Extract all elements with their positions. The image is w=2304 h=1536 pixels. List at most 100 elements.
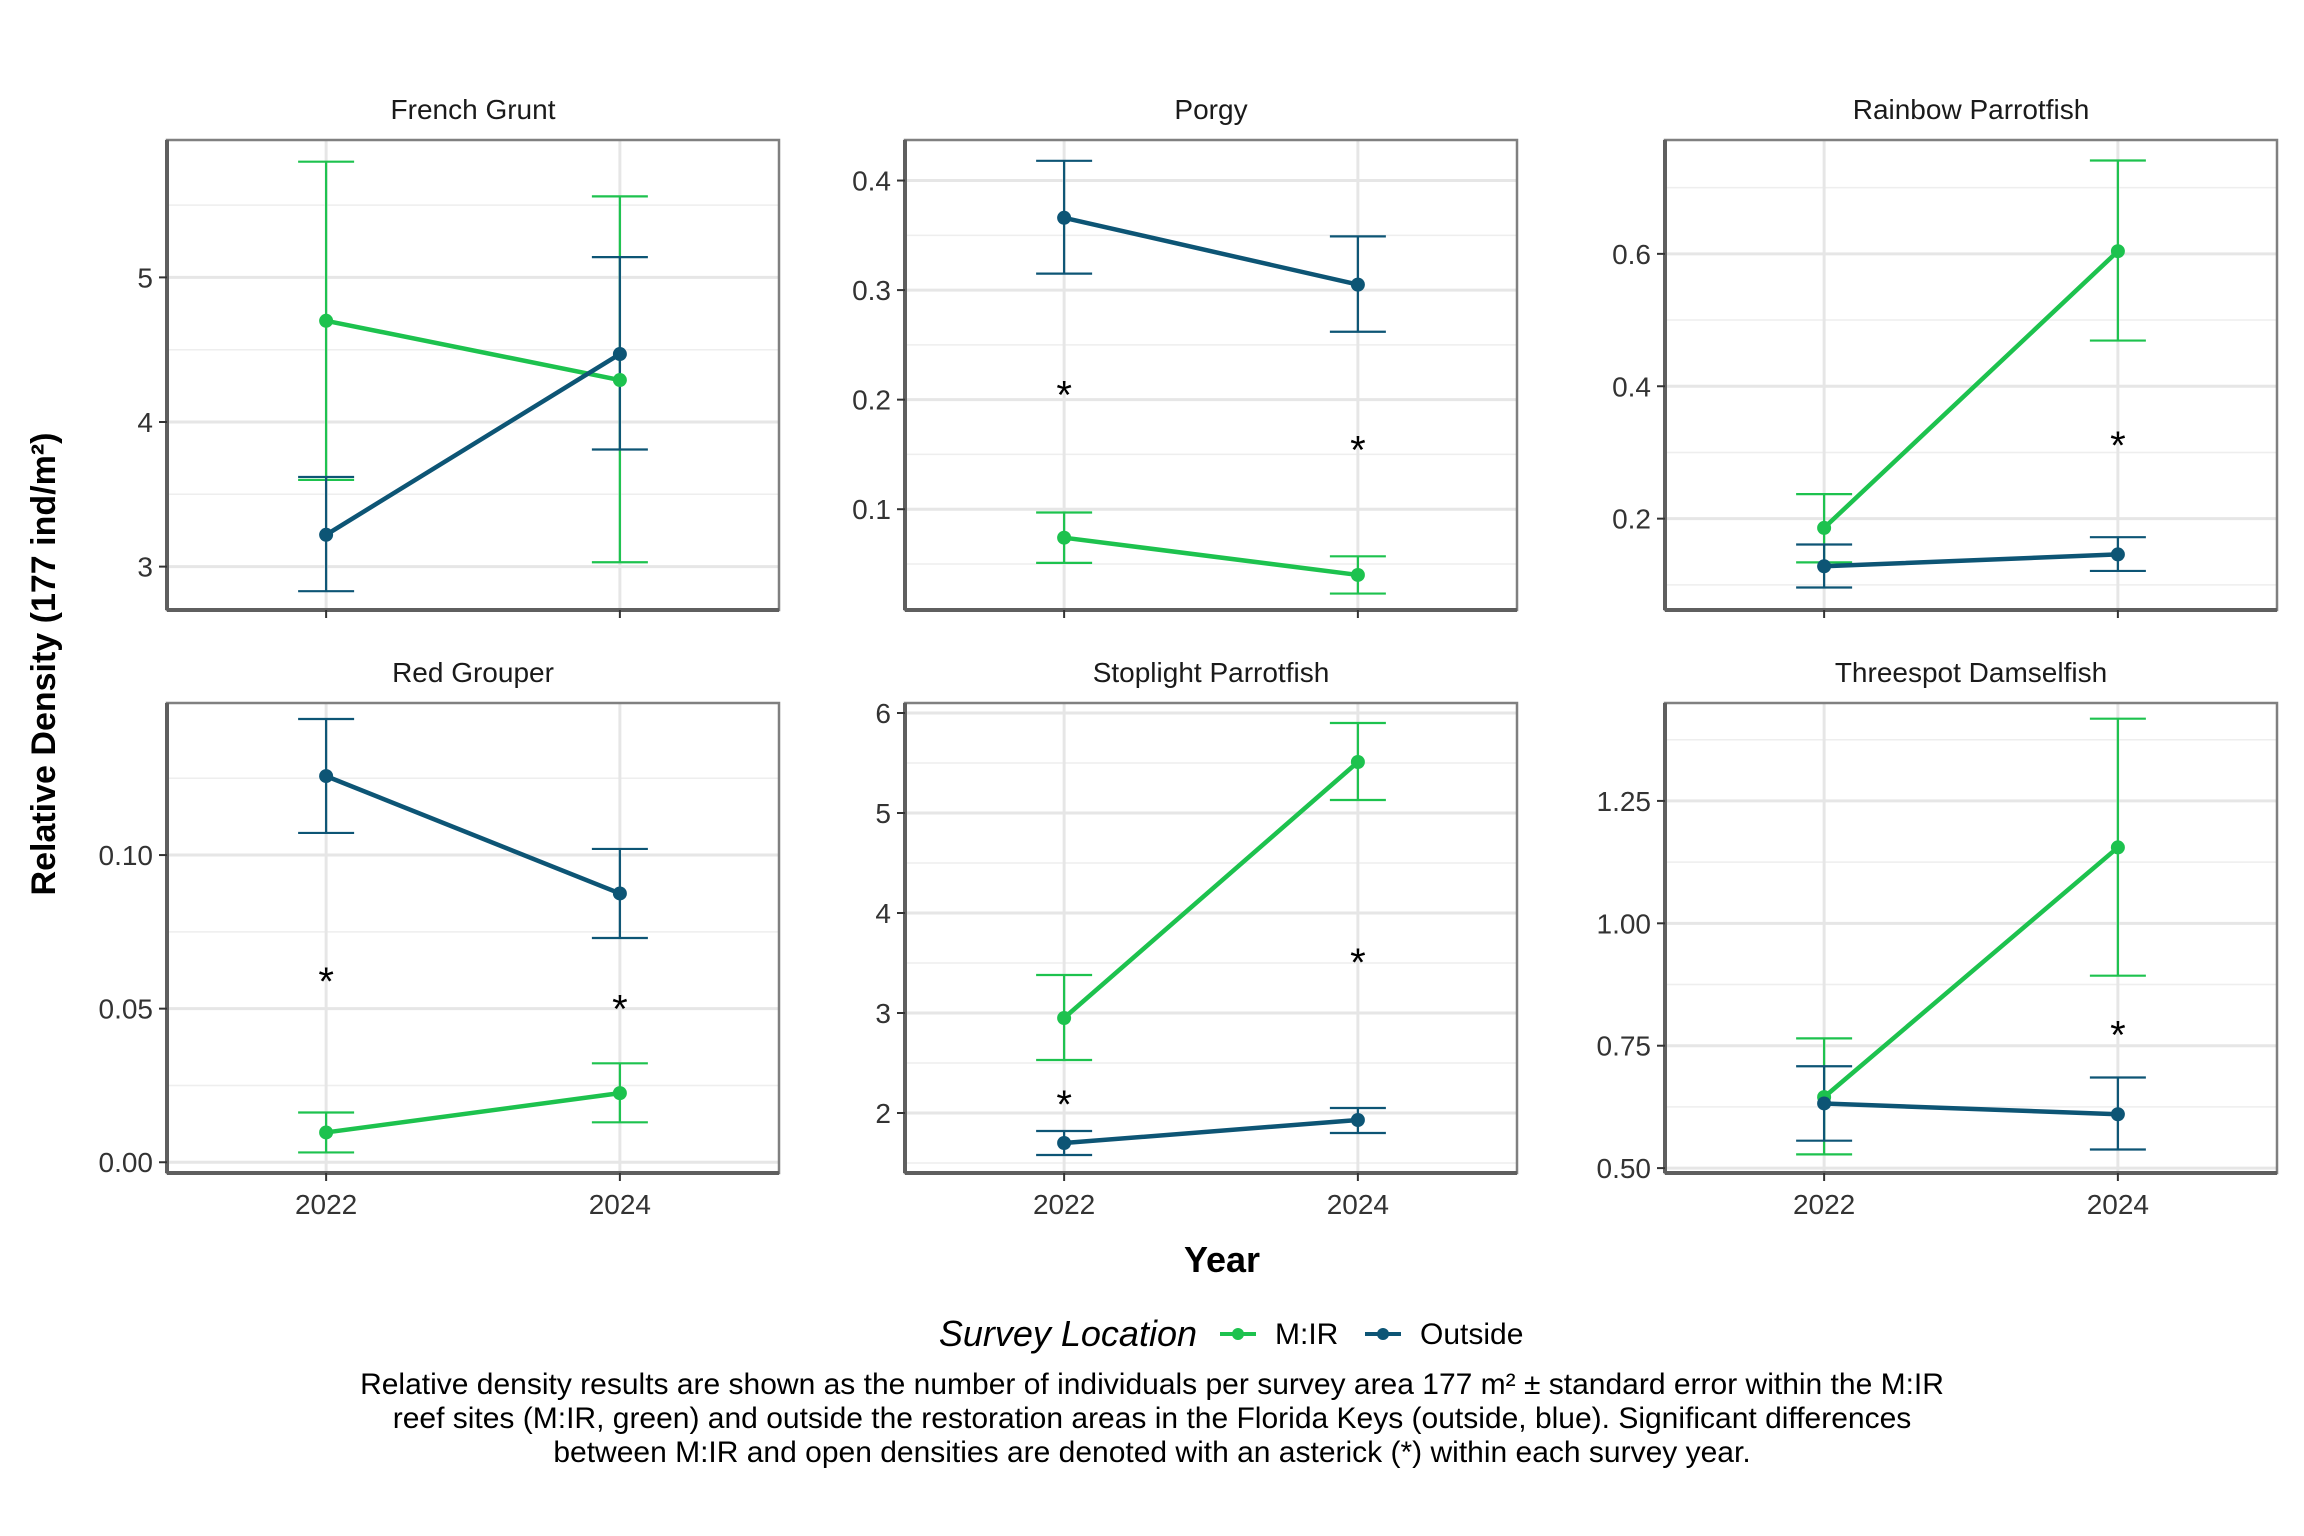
data-point-mir	[1350, 755, 1365, 769]
x-tick-label: 2022	[1033, 1189, 1095, 1220]
x-tick-label: 2024	[589, 1189, 651, 1220]
y-tick-label: 2	[875, 1098, 891, 1129]
panel-threespot-damselfish: Threespot Damselfish 0.50 0.75 1.00 1.25 2022…	[1597, 657, 2279, 1220]
y-tick-label: 0.2	[852, 385, 891, 416]
y-tick-label: 5	[137, 262, 153, 293]
panel-title: French Grunt	[391, 94, 556, 125]
series-line-outside	[1061, 215, 1361, 287]
series-line-mir	[1061, 759, 1361, 1021]
legend-key-point-outside	[1377, 1328, 1389, 1340]
series-line-outside	[323, 351, 623, 538]
x-tick-label: 2024	[1327, 1189, 1389, 1220]
data-point-mir	[2110, 840, 2125, 855]
data-point-outside	[2110, 547, 2125, 562]
data-point-outside	[2110, 1107, 2125, 1122]
gridlines	[1665, 140, 2277, 610]
series-line-mir	[1821, 248, 2121, 531]
data-point-mir	[612, 1086, 627, 1101]
data-point-mir	[2110, 244, 2125, 259]
gridlines	[167, 140, 779, 610]
y-tick-label: 3	[875, 998, 891, 1029]
significance-asterisk: *	[1350, 941, 1366, 985]
panel-border	[165, 138, 781, 612]
panel-border	[165, 701, 781, 1175]
x-axis-title: Year	[1184, 1239, 1260, 1280]
data-point-outside	[1057, 210, 1072, 225]
y-tick-label: 4	[875, 898, 891, 929]
panel-french-grunt: French Grunt 3 4 5	[137, 94, 781, 618]
panel-stoplight-parrotfish: Stoplight Parrotfish 2 3 4 5 6 2022 2024 * *	[875, 657, 1519, 1220]
significance-asterisk: *	[318, 960, 334, 1004]
series-line-mir	[1061, 535, 1361, 578]
y-tick-label: 0.1	[852, 494, 891, 525]
panel-title: Threespot Damselfish	[1835, 657, 2107, 688]
y-tick-label: 4	[137, 407, 153, 438]
data-point-outside	[1057, 1136, 1072, 1150]
data-point-mir	[319, 1125, 334, 1140]
data-point-outside	[1350, 277, 1365, 292]
panel-porgy: Porgy 0.1 0.2 0.3 0.4 * *	[852, 94, 1519, 618]
y-tick-label: 1.00	[1597, 908, 1652, 939]
legend-key-point-mir	[1232, 1328, 1244, 1340]
gridlines	[1665, 703, 2277, 1173]
legend-label-mir: M:IR	[1275, 1318, 1338, 1351]
data-point-outside	[319, 527, 334, 542]
y-tick-label: 0.4	[852, 166, 891, 197]
panel-border	[1663, 138, 2279, 612]
panel-border	[903, 701, 1519, 1175]
legend: Survey Location M:IR Outside	[939, 1313, 1524, 1354]
gridlines	[905, 703, 1517, 1173]
gridlines	[167, 703, 779, 1173]
series-line-mir	[323, 318, 623, 383]
data-point-mir	[1057, 530, 1072, 545]
significance-asterisk: *	[2110, 1014, 2126, 1058]
y-tick-label: 0.6	[1612, 239, 1651, 270]
y-tick-label: 0.2	[1612, 504, 1651, 535]
significance-asterisk: *	[1056, 374, 1072, 418]
x-tick-label: 2024	[2087, 1189, 2149, 1220]
panel-grid: French Grunt345Porgy0.10.20.30.4**Rainbo…	[99, 94, 2279, 1220]
data-point-outside	[1817, 559, 1832, 574]
panel-border	[1663, 701, 2279, 1175]
panel-title: Red Grouper	[392, 657, 554, 688]
y-tick-label: 0.00	[99, 1147, 154, 1178]
significance-asterisk: *	[1056, 1083, 1072, 1127]
data-point-outside	[612, 886, 627, 901]
y-axis-title: Relative Density (177 ind/m²)	[25, 433, 63, 896]
y-tick-label: 0.3	[852, 275, 891, 306]
y-tick-label: 0.05	[99, 994, 154, 1025]
y-tick-label: 6	[875, 698, 891, 729]
data-point-outside	[1350, 1113, 1365, 1127]
data-point-outside	[612, 347, 627, 362]
panel-rainbow-parrotfish: Rainbow Parrotfish 0.2 0.4 0.6 *	[1612, 94, 2279, 618]
y-tick-label: 3	[137, 552, 153, 583]
significance-asterisk: *	[1350, 428, 1366, 472]
significance-asterisk: *	[612, 988, 628, 1032]
panel-red-grouper: Red Grouper 0.00 0.05 0.10 2022 2024 * *	[99, 657, 781, 1220]
figure-caption: Relative density results are shown as th…	[360, 1368, 1944, 1469]
panel-title: Porgy	[1174, 94, 1247, 125]
y-tick-label: 0.75	[1597, 1031, 1652, 1062]
data-point-mir	[1817, 520, 1832, 535]
y-tick-label: 0.10	[99, 840, 154, 871]
data-point-mir	[1350, 567, 1365, 582]
y-tick-label: 1.25	[1597, 786, 1652, 817]
data-point-mir	[319, 313, 334, 328]
data-point-outside	[319, 769, 334, 784]
gridlines	[905, 140, 1517, 610]
data-point-mir	[612, 373, 627, 388]
series-line-mir	[1821, 845, 2121, 1100]
y-tick-label: 0.4	[1612, 371, 1651, 402]
data-point-mir	[1057, 1011, 1072, 1025]
panel-title: Stoplight Parrotfish	[1093, 657, 1330, 688]
series-line-outside	[1061, 1117, 1361, 1146]
x-tick-label: 2022	[295, 1189, 357, 1220]
x-tick-label: 2022	[1793, 1189, 1855, 1220]
significance-asterisk: *	[2110, 424, 2126, 468]
legend-label-outside: Outside	[1420, 1318, 1523, 1351]
panel-title: Rainbow Parrotfish	[1853, 94, 2090, 125]
series-line-outside	[1821, 1101, 2121, 1117]
y-tick-label: 5	[875, 798, 891, 829]
series-line-mir	[323, 1090, 623, 1135]
